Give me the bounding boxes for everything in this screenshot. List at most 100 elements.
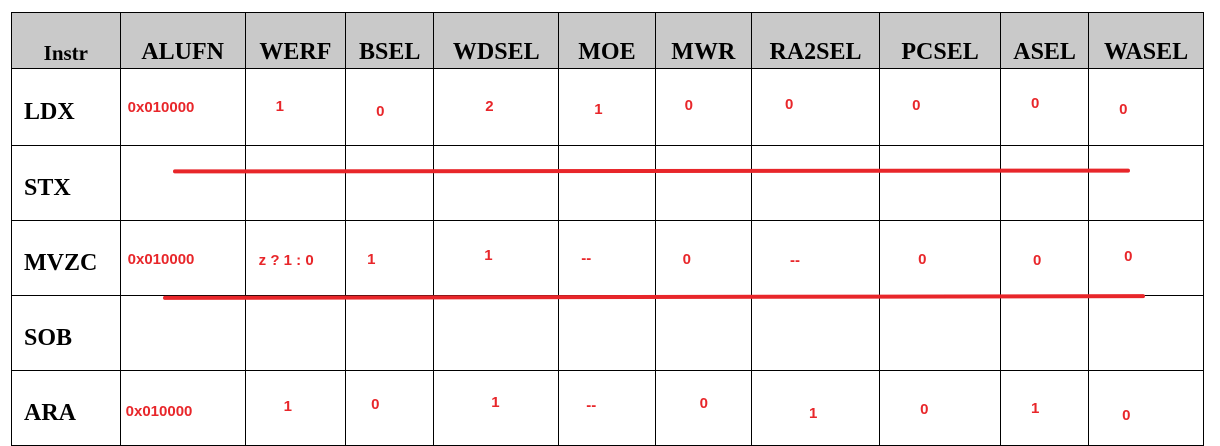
cell-ra2sel: 0 (750, 68, 881, 146)
value-moe: 1 (594, 101, 603, 118)
value-bsel: 0 (376, 103, 385, 120)
value-wasel: 0 (1124, 248, 1133, 265)
table-row-stx: STX (11, 145, 1204, 221)
strikeout-line-stx (172, 168, 1131, 174)
value-pcsel: 0 (912, 97, 921, 114)
cell-alufn: 0x010000 (119, 68, 246, 146)
cell-wdsel (433, 145, 560, 221)
cell-wdsel (433, 295, 560, 371)
header-bsel: BSEL (345, 12, 435, 69)
value-wdsel: 1 (491, 394, 500, 411)
cell-alufn (119, 145, 246, 221)
value-alufn: 0x010000 (125, 403, 193, 420)
cell-ra2sel (750, 145, 881, 221)
cell-alufn: 0x010000 (119, 220, 246, 296)
value-werf: 1 (283, 398, 293, 415)
value-ra2sel: 1 (808, 405, 818, 422)
value-werf: z ? 1 : 0 (258, 252, 314, 269)
cell-wdsel: 1 (433, 370, 560, 446)
value-alufn: 0x010000 (127, 99, 195, 116)
value-bsel: 0 (371, 396, 380, 413)
cell-werf (244, 145, 347, 221)
cell-moe: 1 (558, 68, 656, 146)
cell-ra2sel (750, 295, 881, 371)
cell-moe: -- (558, 370, 656, 446)
cell-wdsel: 2 (433, 68, 560, 146)
instr-label-mvzc: MVZC (11, 220, 121, 296)
cell-moe (558, 145, 656, 221)
cell-mwr: 0 (654, 220, 752, 296)
cell-wasel: 0 (1088, 370, 1204, 446)
header-instr: Instr (11, 12, 121, 69)
cell-pcsel: 0 (879, 220, 1002, 296)
cell-bsel (345, 295, 435, 371)
value-wdsel: 1 (484, 247, 493, 264)
cell-pcsel: 0 (879, 68, 1002, 146)
cell-asel (1000, 145, 1090, 221)
cell-bsel: 1 (345, 220, 435, 296)
cell-pcsel: 0 (879, 370, 1002, 446)
cell-ra2sel: -- (750, 220, 881, 296)
cell-mwr (654, 145, 752, 221)
cell-mwr (654, 295, 752, 371)
value-moe: -- (586, 397, 597, 414)
value-wasel: 0 (1119, 101, 1128, 118)
header-mwr: MWR (654, 12, 752, 69)
control-signal-table: Instr ALUFN WERF BSEL WDSEL MOE MWR RA2S… (11, 12, 1204, 446)
cell-wasel: 0 (1088, 68, 1204, 146)
cell-mwr: 0 (654, 68, 752, 146)
cell-moe: -- (558, 220, 656, 296)
value-asel: 0 (1033, 252, 1042, 269)
value-werf: 1 (275, 98, 285, 115)
value-ra2sel: -- (789, 252, 800, 269)
cell-pcsel (879, 295, 1002, 371)
page: Instr ALUFN WERF BSEL WDSEL MOE MWR RA2S… (11, 12, 1204, 446)
cell-werf: z ? 1 : 0 (244, 220, 347, 296)
cell-moe (558, 295, 656, 371)
header-moe: MOE (558, 12, 656, 69)
cell-bsel: 0 (345, 68, 435, 146)
value-alufn: 0x010000 (127, 251, 195, 268)
value-ra2sel: 0 (784, 96, 794, 113)
header-werf: WERF (244, 12, 347, 69)
table-row-mvzc: MVZC 0x010000 z ? 1 : 0 1 1 -- 0 -- 0 0 … (11, 220, 1204, 296)
value-wdsel: 2 (485, 98, 494, 115)
cell-pcsel (879, 145, 1002, 221)
header-wdsel: WDSEL (433, 12, 560, 69)
value-moe: -- (581, 250, 592, 267)
cell-wdsel: 1 (433, 220, 560, 296)
value-asel: 0 (1031, 95, 1040, 112)
header-alufn: ALUFN (119, 12, 246, 69)
header-row: Instr ALUFN WERF BSEL WDSEL MOE MWR RA2S… (11, 12, 1204, 69)
table-row-sob: SOB (11, 295, 1204, 371)
cell-wasel: 0 (1088, 220, 1204, 296)
value-wasel: 0 (1122, 407, 1131, 424)
value-pcsel: 0 (918, 251, 927, 268)
cell-asel: 1 (1000, 370, 1090, 446)
value-mwr: 0 (684, 97, 693, 114)
value-mwr: 0 (682, 251, 691, 268)
cell-asel: 0 (1000, 220, 1090, 296)
header-wasel: WASEL (1088, 12, 1204, 69)
header-pcsel: PCSEL (879, 12, 1002, 69)
table-row-ara: ARA 0x010000 1 0 1 -- 0 1 0 1 0 (11, 370, 1204, 446)
cell-werf (244, 295, 347, 371)
instr-label-ara: ARA (11, 370, 121, 446)
cell-alufn: 0x010000 (119, 370, 246, 446)
cell-werf: 1 (244, 68, 347, 146)
value-bsel: 1 (367, 251, 376, 268)
instr-label-stx: STX (11, 145, 121, 221)
value-pcsel: 0 (920, 401, 929, 418)
table-row-ldx: LDX 0x010000 1 0 2 1 0 0 0 0 0 (11, 68, 1204, 146)
cell-bsel: 0 (345, 370, 435, 446)
cell-asel: 0 (1000, 68, 1090, 146)
cell-wasel (1088, 295, 1204, 371)
cell-mwr: 0 (654, 370, 752, 446)
header-ra2sel: RA2SEL (750, 12, 881, 69)
cell-ra2sel: 1 (750, 370, 881, 446)
instr-label-ldx: LDX (11, 68, 121, 146)
cell-alufn (119, 295, 246, 371)
cell-asel (1000, 295, 1090, 371)
cell-wasel (1088, 145, 1204, 221)
value-mwr: 0 (699, 395, 708, 412)
